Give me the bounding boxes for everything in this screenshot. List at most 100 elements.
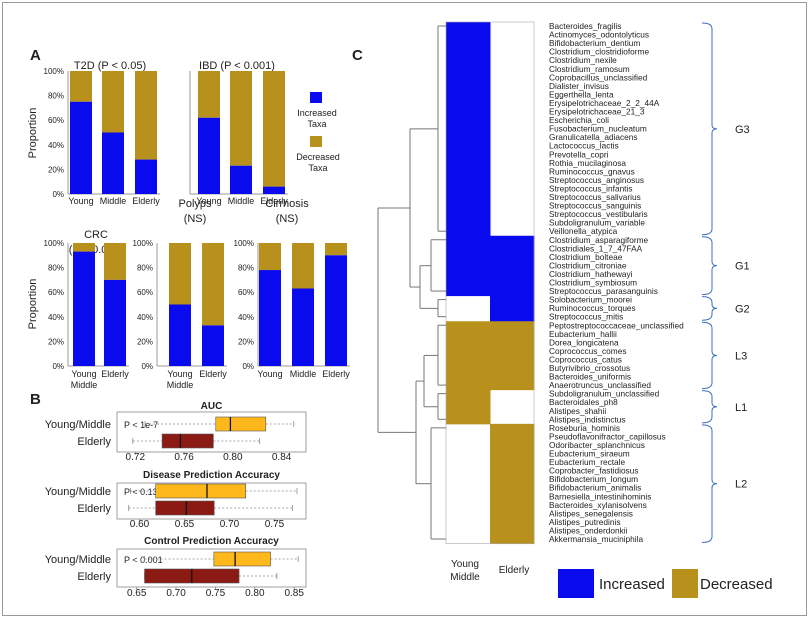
panel-a-y-tick-label: 40% <box>48 313 64 322</box>
panel-c-heatmap-cell <box>446 244 491 254</box>
panel-b-x-tick-label: 0.85 <box>284 588 304 599</box>
panel-b-x-tick-label: 0.80 <box>245 588 265 599</box>
panel-c-group-label: G2 <box>735 303 750 315</box>
panel-a-y-tick-label: 40% <box>48 141 64 150</box>
panel-a-y-tick-label: 80% <box>137 264 153 273</box>
panel-b-box <box>161 433 214 449</box>
panel-c-row-label: Fusobacterium_nucleatum <box>549 124 647 134</box>
panel-a-bar-increased <box>198 117 220 194</box>
panel-c-row-label: Alistipes_senegalensis <box>549 508 633 518</box>
panel-c-row-label: Alistipes_putredinis <box>549 517 620 527</box>
panel-c-group-bracket <box>701 321 718 390</box>
panel-c-heatmap-cell <box>446 278 491 288</box>
panel-c-row-label: Peptostreptococcaceae_unclassified <box>549 320 684 330</box>
panel-c-row-label: Bacteroides_fragilis <box>549 21 621 31</box>
panel-c-heatmap-cell <box>490 312 535 322</box>
panel-a-bar-increased <box>263 186 285 194</box>
panel-a-bar-decreased <box>292 243 314 289</box>
panel-a-legend-increased-swatch <box>310 92 322 103</box>
panel-a-x-tick-label: Young <box>71 369 96 379</box>
panel-c-heatmap-cell <box>490 338 535 348</box>
panel-c-row-label: Bifidobacterium_dentium <box>549 38 640 48</box>
panel-a-y-tick-label: 40% <box>137 313 153 322</box>
panel-c-row-label: Ruminococcus_gnavus <box>549 166 635 176</box>
panel-a-bar-increased <box>73 251 95 366</box>
panel-b-x-tick-label: 0.65 <box>127 588 147 599</box>
panel-c-heatmap-cell <box>490 483 535 493</box>
panel-c-row-label: Streptococcus_sanguinis <box>549 201 641 211</box>
panel-c-heatmap-cell <box>446 346 491 356</box>
panel-c-heatmap-cell <box>446 415 491 425</box>
panel-a-legend-increased-label: Increased <box>297 108 337 118</box>
panel-a-y-tick-label: 100% <box>44 239 64 248</box>
panel-c-group-bracket <box>701 236 718 296</box>
panel-c-heatmap-outline <box>445 21 535 544</box>
panel-a-y-label: Proportion <box>27 279 39 330</box>
panel-b-x-tick-label: 0.65 <box>175 519 195 530</box>
panel-c-heatmap-cell <box>490 475 535 485</box>
panel-a-y-tick-label: 60% <box>48 288 64 297</box>
panel-a-bar-increased <box>259 270 281 366</box>
panel-c-heatmap-cell <box>446 56 491 66</box>
panel-a-y-tick-label: 20% <box>238 337 254 346</box>
panel-a-y-tick-label: 20% <box>137 337 153 346</box>
panel-a-x-tick-label: Middle <box>290 369 317 379</box>
panel-c-heatmap-cell <box>446 398 491 408</box>
panel-a-bar-decreased <box>73 243 95 252</box>
panel-c-row-label: Granulicatella_adiacens <box>549 132 638 142</box>
panel-b-pvalue-label: P < 1e-7 <box>124 420 158 430</box>
panel-c-heatmap-cell <box>446 30 491 40</box>
panel-a-bar-increased <box>292 288 314 366</box>
panel-b-chart-title: Disease Prediction Accuracy <box>143 470 280 481</box>
panel-b-pvalue-label: P < 0.13 <box>124 487 158 497</box>
panel-a-y-tick-label: 60% <box>137 288 153 297</box>
panel-c-heatmap-cell <box>490 535 535 545</box>
panel-a-chart-title: CRC <box>84 229 108 241</box>
panel-b-row-label: Elderly <box>77 503 111 515</box>
panel-c-heatmap-cell <box>490 244 535 254</box>
panel-c-row-label: Anaerotruncus_unclassified <box>549 380 651 390</box>
panel-a-chart-title: Cirrhosis <box>265 198 309 210</box>
panel-c-row-label: Bacteroidales_ph8 <box>549 397 618 407</box>
panel-c-heatmap-cell <box>490 440 535 450</box>
panel-c-heatmap-cell <box>490 252 535 262</box>
panel-c-legend-decreased-label: Decreased <box>700 576 773 593</box>
panel-a-y-tick-label: 80% <box>238 264 254 273</box>
panel-c-heatmap-cell <box>446 218 491 228</box>
panel-c-row-label: Clostridium_asparagiforme <box>549 235 649 245</box>
panel-c-row-label: Actinomyces_odontolyticus <box>549 30 649 40</box>
panel-c-row-label: Eubacterium_hallii <box>549 329 617 339</box>
panel-c-group-bracket <box>701 296 718 321</box>
panel-c-heatmap-cell <box>446 47 491 57</box>
panel-b-row-label: Elderly <box>77 571 111 583</box>
panel-a-y-tick-label: 80% <box>48 92 64 101</box>
panel-b-x-tick-label: 0.70 <box>166 588 186 599</box>
panel-a-x-tick-label: Middle <box>167 380 194 390</box>
panel-a-legend-decreased-label: Decreased <box>296 152 340 162</box>
panel-b-chart-title: Control Prediction Accuracy <box>144 536 279 547</box>
panel-a-bar-decreased <box>102 71 124 133</box>
panel-c-heatmap-cell <box>446 184 491 194</box>
panel-c-heatmap-cell <box>446 287 491 297</box>
panel-label-c: C <box>352 47 363 64</box>
panel-c-group-label: L2 <box>735 479 747 491</box>
panel-c-row-label: Streptococcus_infantis <box>549 183 632 193</box>
panel-a-y-tick-label: 0% <box>52 190 64 199</box>
panel-c-row-label: Subdoligranulum_variable <box>549 218 645 228</box>
panel-a-x-tick-label: Elderly <box>101 369 129 379</box>
panel-a-y-tick-label: 0% <box>242 362 254 371</box>
panel-c-heatmap-cell <box>490 329 535 339</box>
panel-a-y-label: Proportion <box>27 108 39 159</box>
panel-a-bar-decreased <box>169 243 191 305</box>
panel-a-bar-decreased <box>259 243 281 271</box>
panel-a-bar-increased <box>230 165 252 194</box>
panel-a-bar-increased <box>325 255 347 366</box>
panel-a-y-tick-label: 20% <box>48 337 64 346</box>
panel-c-row-label: Bacteroides_xylanisolvens <box>549 500 647 510</box>
panel-c-heatmap-cell <box>490 295 535 305</box>
panel-c-group-bracket <box>701 424 718 544</box>
panel-a-y-tick-label: 20% <box>48 165 64 174</box>
panel-c-row-label: Butyrivibrio_crossotus <box>549 363 630 373</box>
panel-b-row-label: Young/Middle <box>45 554 111 566</box>
